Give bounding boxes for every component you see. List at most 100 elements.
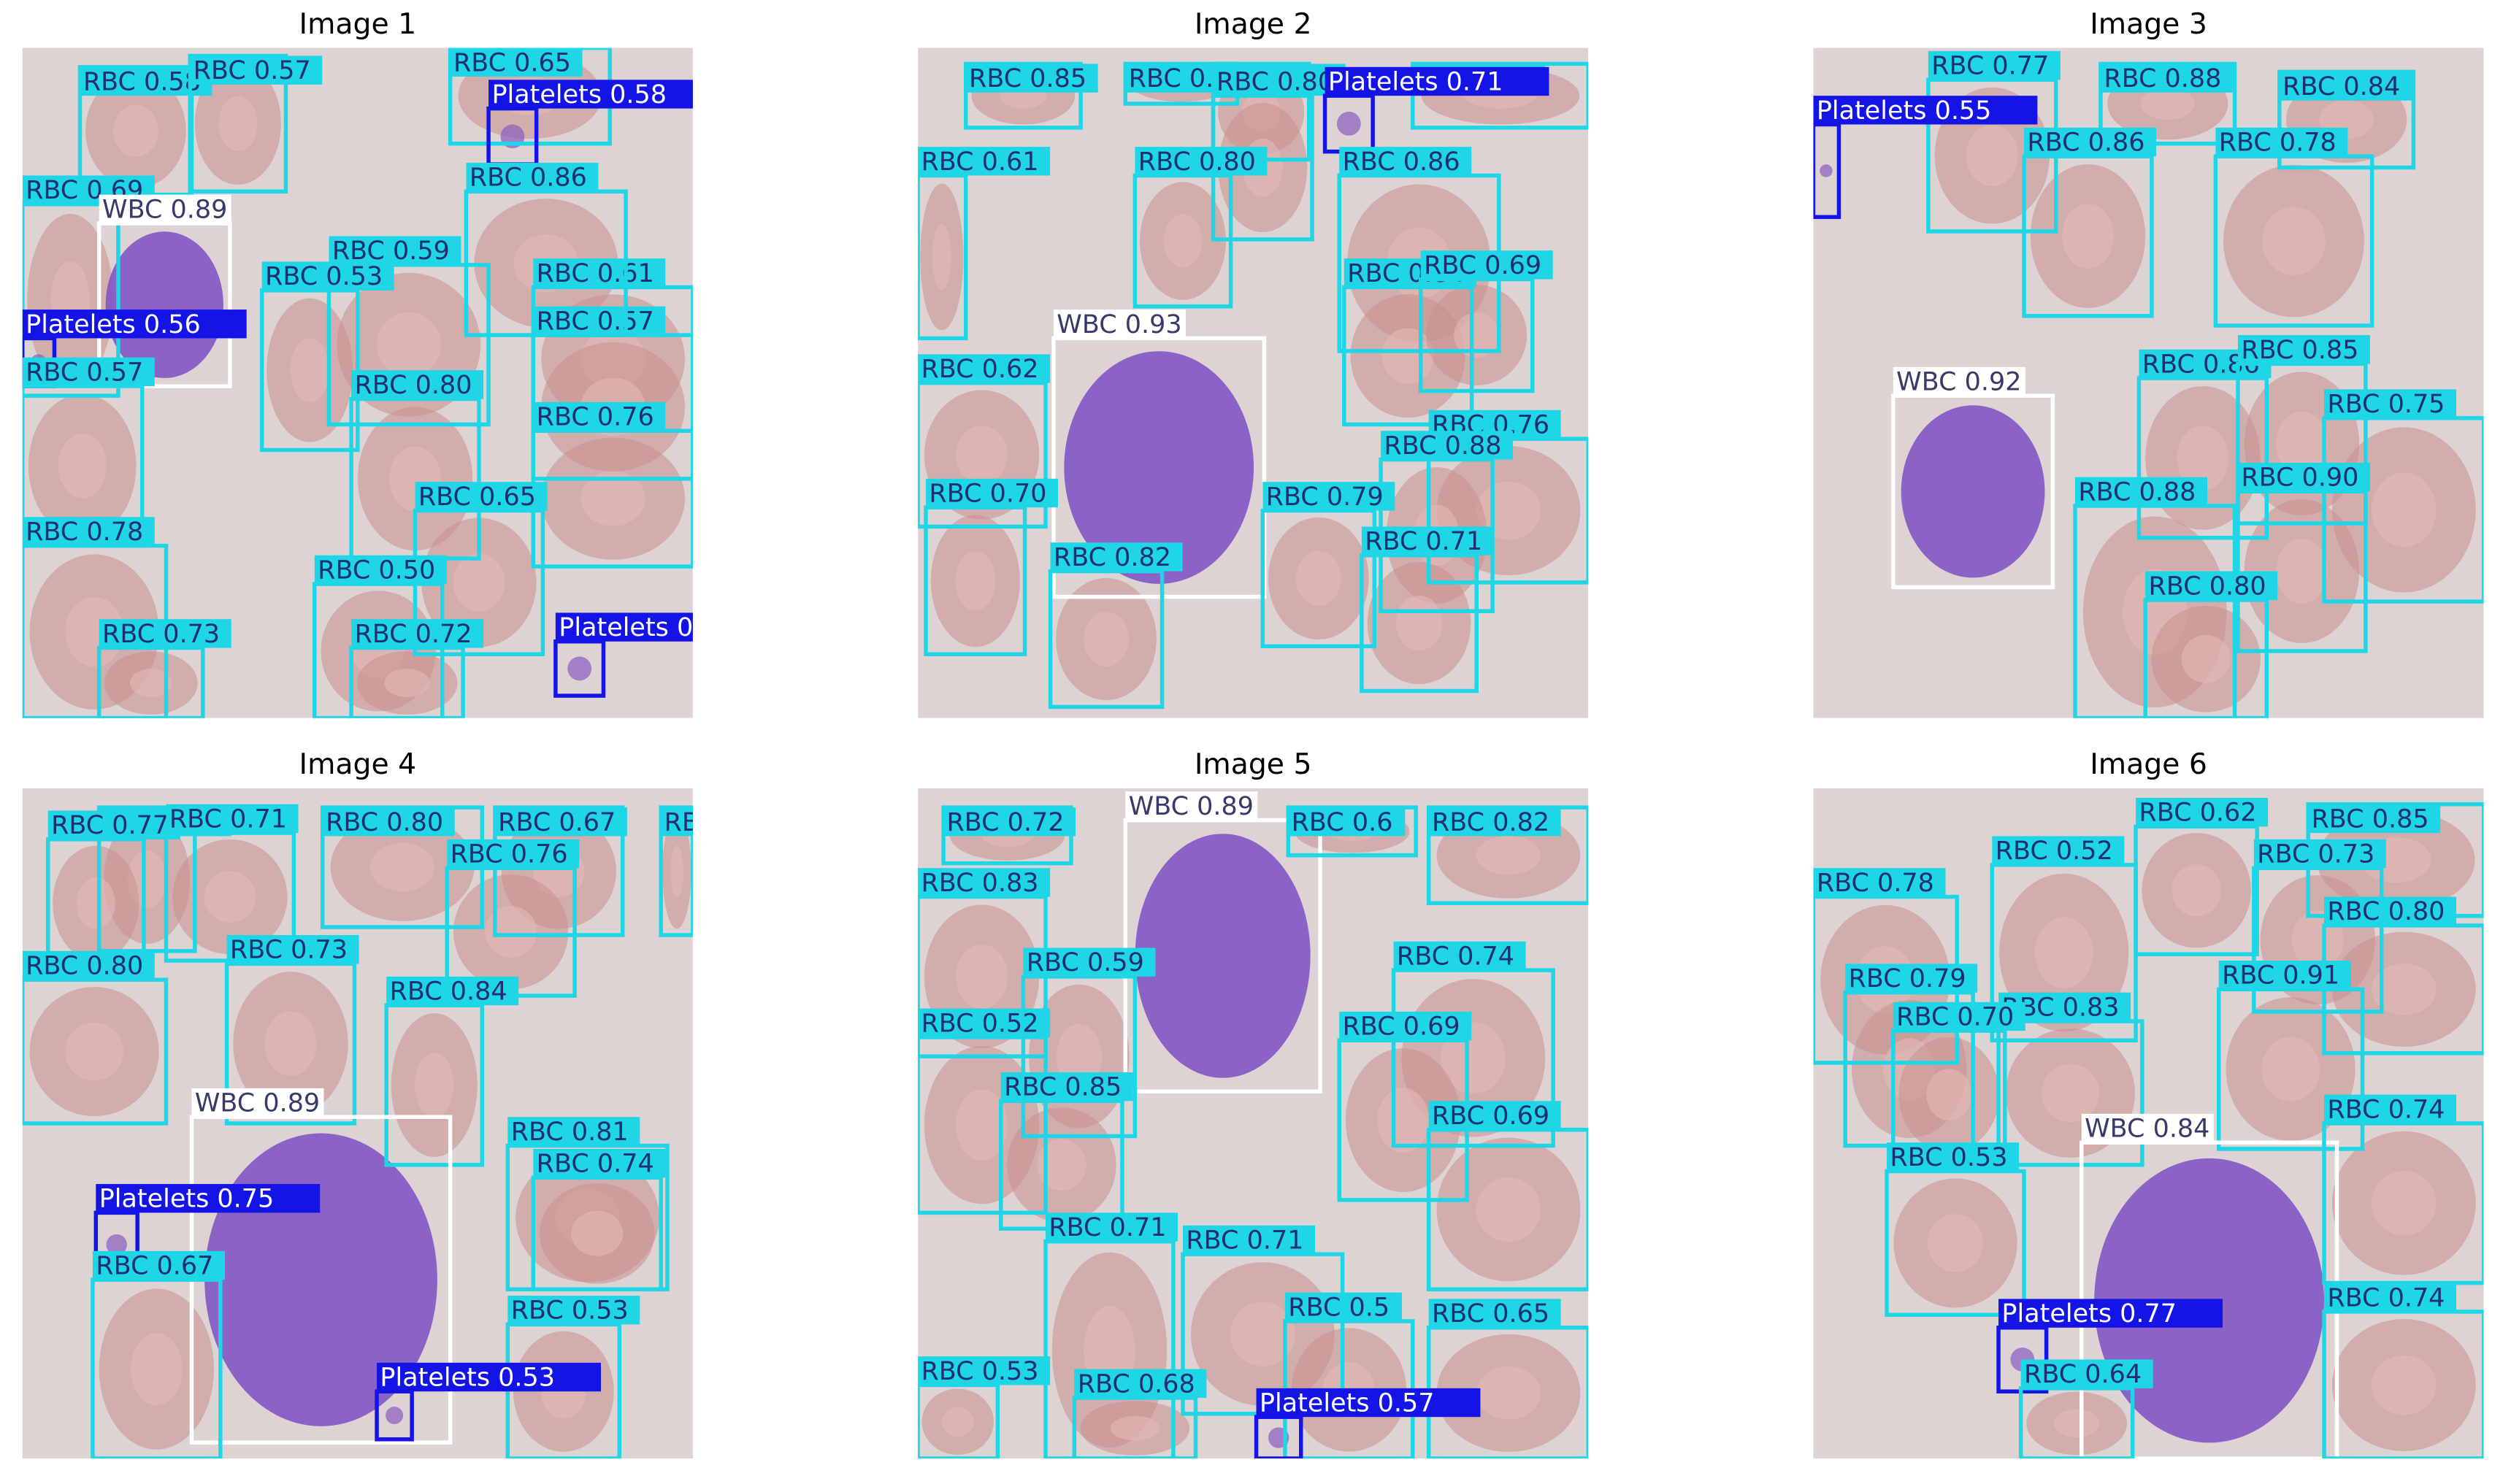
cell-center (1476, 1177, 1541, 1242)
detection-label: RBC 0.52 (921, 1009, 1038, 1038)
cell-center (2034, 917, 2093, 988)
detection: RBC 0.52 (1990, 836, 2138, 1043)
label-background (1325, 66, 1549, 96)
detection: Platelets 0.58 (486, 80, 693, 166)
detection: RBC 0.72 (941, 805, 1076, 866)
label-background (22, 950, 155, 980)
label-background (1074, 1369, 1207, 1398)
detection-label: RBC 0.74 (1397, 942, 1514, 971)
detection-label: RBC 0.73 (230, 936, 348, 965)
detection: RBC 0.85 (963, 61, 1098, 130)
detection: RBC 0.88 (2073, 477, 2237, 718)
detection-label: RBC 0.80 (26, 952, 143, 981)
label-background (926, 478, 1059, 508)
label-background (1339, 1011, 1472, 1041)
label-background (1893, 366, 2025, 396)
image-panel: RBC 0.72 WBC 0.89 RBC 0.6 RBC 0.82 RBC 0.83 R… (918, 788, 1589, 1459)
detection: RBC 0.86 (1337, 147, 1501, 353)
label-background (918, 1356, 1051, 1385)
detection-label: RBC 0.59 (332, 237, 450, 266)
detection: RBC 0.70 (924, 478, 1059, 657)
detection-label: RBC 0.69 (1424, 251, 1541, 280)
detection-label: RBC 0.57 (193, 56, 311, 85)
label-background (386, 976, 519, 1006)
cell-center (1926, 1069, 1972, 1121)
label-background (329, 236, 461, 265)
label-background (507, 1296, 640, 1325)
detection: RBC 0.73 (2252, 839, 2386, 1014)
detection-label: RBC 0.84 (2282, 72, 2400, 101)
cell-center (2275, 539, 2328, 604)
label-background (99, 194, 231, 224)
detection: Platelets 0.57 (1254, 1388, 1481, 1459)
detection-label: RBC 0.80 (2327, 897, 2445, 926)
label-background (1213, 66, 1346, 96)
detection: RBC 0.82 (1426, 805, 1589, 906)
detection: RBC 0.70 (1891, 1001, 2025, 1161)
cell (567, 656, 592, 681)
detection-label: RBC 0.6 (1292, 808, 1393, 837)
detection-label: RBC 0.71 (1049, 1213, 1166, 1242)
detection: RBC 0.83 (918, 868, 1051, 1058)
cell-center (369, 842, 435, 892)
detection: RBC 0.79 (1260, 482, 1395, 649)
cell-center (204, 871, 256, 923)
cell-center (485, 906, 537, 958)
label-background (2081, 1113, 2214, 1143)
label-background (2324, 389, 2457, 418)
detection-label: Platelets 0.55 (1817, 96, 1992, 126)
label-background (1420, 250, 1553, 280)
cell (1901, 405, 2045, 578)
label-background (1183, 1225, 1316, 1255)
label-background (2237, 335, 2370, 364)
cell-center (1084, 611, 1130, 667)
cell-center (264, 1011, 317, 1076)
label-background (1046, 1212, 1178, 1242)
cell-center (1230, 1302, 1295, 1366)
detection: RBC 0.82 (1048, 542, 1183, 710)
label-background (494, 807, 627, 837)
label-background (377, 1362, 601, 1392)
label-background (1284, 1292, 1402, 1322)
detection-label: RBC 0.5 (1288, 1293, 1390, 1322)
detection-label: RBC 0.86 (469, 164, 587, 193)
detection: WBC 0.92 (1891, 366, 2055, 590)
detection-label: RBC 0.76 (537, 403, 654, 432)
image-panel: RBC 0.77 RBC 0.88 RBC 0.84 Platelets 0.55 RB… (1813, 47, 2484, 718)
cell-center (415, 1053, 454, 1118)
label-background (2024, 127, 2157, 157)
detection: RBC 0.80 (1211, 66, 1346, 242)
detection-label: RBC 0.80 (2149, 572, 2266, 601)
detection: WBC 0.93 (1051, 310, 1267, 599)
label-background (2100, 64, 2233, 93)
detection: RBC 0.72 (349, 619, 484, 718)
label-background (507, 1117, 640, 1146)
cell (1135, 834, 1311, 1078)
label-background (2253, 839, 2386, 869)
detection: Platelets 0.55 (1813, 96, 2038, 220)
cell-center (130, 1333, 183, 1406)
detection-label: RBC 0.79 (1266, 483, 1384, 512)
detection: RBC 0.77 (46, 810, 180, 969)
detection: RBC 0.57 (531, 306, 693, 481)
cell-center (1395, 596, 1443, 651)
detection-label: RBC 0.79 (1849, 964, 1966, 993)
cell-center (1163, 214, 1203, 268)
detection: RBC 0.62 (918, 354, 1051, 529)
cell-center (1037, 1139, 1086, 1191)
detection: RBC 0.71 (1360, 526, 1494, 693)
label-background (1125, 791, 1258, 820)
label-background (2136, 798, 2269, 827)
detection: RBC 0.80 (2322, 896, 2484, 1056)
detection: WBC 0.84 (2079, 1113, 2339, 1459)
label-background (1050, 542, 1183, 572)
detection: RBC 0.69 (1418, 250, 1553, 393)
label-background (22, 517, 155, 546)
detection: RBC 0.64 (2018, 1359, 2153, 1459)
detection: WBC 0.89 (96, 194, 232, 388)
detection: RBC 0.79 (1843, 964, 1978, 1148)
detection-label: RBC 0.63 (664, 808, 782, 837)
label-background (2308, 804, 2441, 834)
panel-title: Image 6 (2090, 747, 2207, 781)
cell-center (2372, 1170, 2437, 1236)
